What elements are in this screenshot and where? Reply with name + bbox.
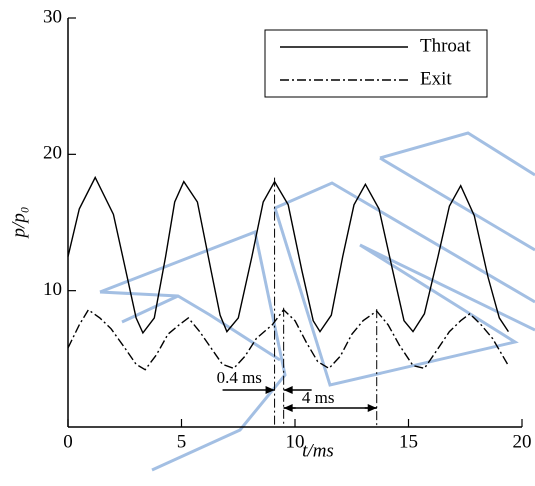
x-axis-label: t/ms [302, 440, 334, 461]
y-axis-label: p/p₀ [8, 207, 29, 240]
watermark-shape [379, 131, 535, 177]
x-tick-label: 0 [63, 431, 73, 452]
watermark-shape [273, 207, 535, 387]
x-tick-label: 10 [286, 431, 305, 452]
annotation: 4 ms [302, 388, 335, 407]
legend-label: Throat [420, 35, 471, 56]
line-series [67, 175, 509, 335]
watermark-shape [274, 181, 535, 304]
y-tick-label: 30 [43, 6, 62, 27]
legend [264, 29, 488, 98]
legend-box [264, 29, 488, 98]
legend-label: Exit [420, 68, 452, 89]
x-tick-label: 20 [513, 431, 532, 452]
x-tick-label: 5 [177, 431, 187, 452]
line-series [67, 308, 510, 371]
y-tick-label: 20 [43, 143, 62, 164]
watermark [99, 131, 535, 472]
watermark-shape [379, 156, 535, 252]
x-tick-label: 15 [399, 431, 418, 452]
watermark-shape [99, 290, 281, 362]
arrow-head [283, 386, 293, 394]
watermark-shape [121, 294, 179, 324]
y-tick-label: 10 [43, 279, 62, 300]
annotation: 0.4 ms [217, 368, 262, 387]
watermark-shape [99, 229, 287, 472]
arrow-head [265, 386, 275, 394]
